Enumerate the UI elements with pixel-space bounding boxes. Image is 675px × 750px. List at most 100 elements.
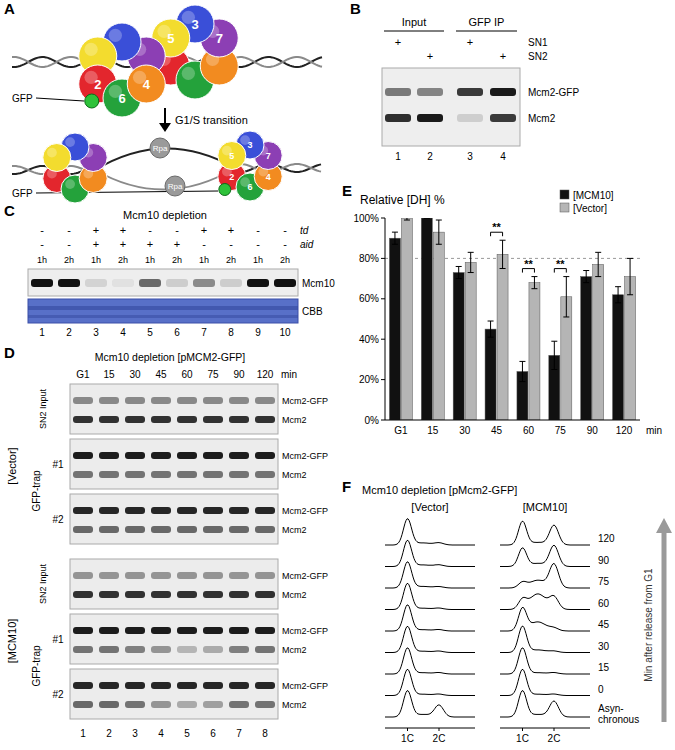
blot-band [151,471,171,478]
time-label: 1h [37,255,47,265]
blot-band [229,572,249,579]
blot-band [31,279,53,287]
blot-band [151,507,171,514]
condition-mark: + [395,36,401,48]
blot-band [177,646,197,653]
lane-number: 2 [106,728,112,739]
chart-title: Relative [DH] % [360,193,445,207]
condition-mark: - [283,224,287,236]
condition-mark: - [40,238,44,250]
profile-tick [407,728,408,731]
stain-gel [28,299,298,323]
blot-band [58,279,80,287]
time-label: 15 [598,662,610,673]
subunit-number: 6 [247,182,252,192]
ploidy-label: 2C [548,733,561,744]
dna-profile [500,521,590,545]
band-label: Mcm2-GFP [282,396,328,406]
lane-number: 4 [500,151,506,162]
y-tick-label: 20% [359,374,379,385]
bar [625,277,636,420]
blot-band [457,88,483,96]
blot-band [85,279,107,287]
time-label: 1h [145,255,155,265]
legend-swatch [560,190,569,199]
blot-band [99,572,119,579]
x-tick-label: 45 [491,425,503,436]
condition-mark: + [93,238,99,250]
blot-band [385,114,411,122]
blot-band [229,682,249,689]
time-label: 30 [598,641,610,652]
subunit-number: 7 [216,31,223,46]
subunit-number: 3 [247,140,252,150]
time-label: 75 [207,369,219,380]
lane-number: 2 [427,151,433,162]
band-label: Mcm2-GFP [282,681,328,691]
time-label: 1h [91,255,101,265]
condition-mark: + [427,50,433,62]
panel-d: Mcm10 depletion [pMCM2-GFP]G115304560759… [6,351,328,739]
condition-mark: - [256,224,260,236]
blot-band [151,701,171,708]
blot-band [73,416,93,423]
y-tick-label: 80% [359,253,379,264]
y-tick-label: 60% [359,293,379,304]
time-label: 2h [226,255,236,265]
blot-band [203,701,223,708]
blot-band [177,591,197,598]
y-tick [381,339,385,340]
time-label: 120 [257,369,274,380]
dna-profile [500,648,590,674]
blot-band [112,279,134,287]
subunit-number: 2 [229,172,234,182]
condition-mark: + [500,50,506,62]
mcm-hexamer [43,133,107,203]
gfp-tag [85,94,99,108]
lane-number: 7 [201,327,207,338]
mcm-subunit [218,142,246,170]
blot-band [177,572,197,579]
row-label: SN1 [528,37,548,48]
condition-mark: + [120,224,126,236]
condition-mark: + [147,238,153,250]
panel-title: Mcm10 depletion [123,209,207,221]
panel-letter: E [342,182,352,199]
lane-number: 4 [158,728,164,739]
condition-mark: + [120,238,126,250]
panel-title: Mcm10 depletion [pMCM2-GFP] [95,351,246,363]
group-label: [Vector] [6,447,18,484]
y-tick-label: 40% [359,334,379,345]
blot-band [125,701,145,708]
lane-number: 6 [210,728,216,739]
x-tick-label: 75 [555,425,567,436]
trap-label: GFP-trap [31,470,42,512]
band-label: Mcm2-GFP [282,506,328,516]
blot-band [125,526,145,533]
blot-band [255,627,275,634]
rpa [165,176,185,196]
blot-band [203,591,223,598]
lane-number: 5 [184,728,190,739]
blot [28,269,298,296]
mcm-subunit [43,144,71,172]
lane-number: 10 [279,327,291,338]
dna-profile [500,691,590,717]
blot-band [255,452,275,459]
profile-tick [439,728,440,731]
blot-band [203,452,223,459]
panel-b: 12Input34GFP IP++SN1++SN2Mcm2-GFPMcm2 [382,16,579,162]
blot [70,559,278,609]
band-label: Mcm2 [528,113,556,124]
time-label: Asyn- [598,703,624,714]
blot-band [125,471,145,478]
bar [593,264,604,420]
panel-e: Relative [DH] %0%20%40%60%80%100%G115304… [353,190,662,437]
blot-band [255,471,275,478]
blot-band [125,416,145,423]
legend-entry: [Vector] [573,203,607,214]
error-bar [424,218,430,219]
leader-line [36,98,84,101]
condition-mark: - [202,238,206,250]
error-bar [456,266,462,278]
